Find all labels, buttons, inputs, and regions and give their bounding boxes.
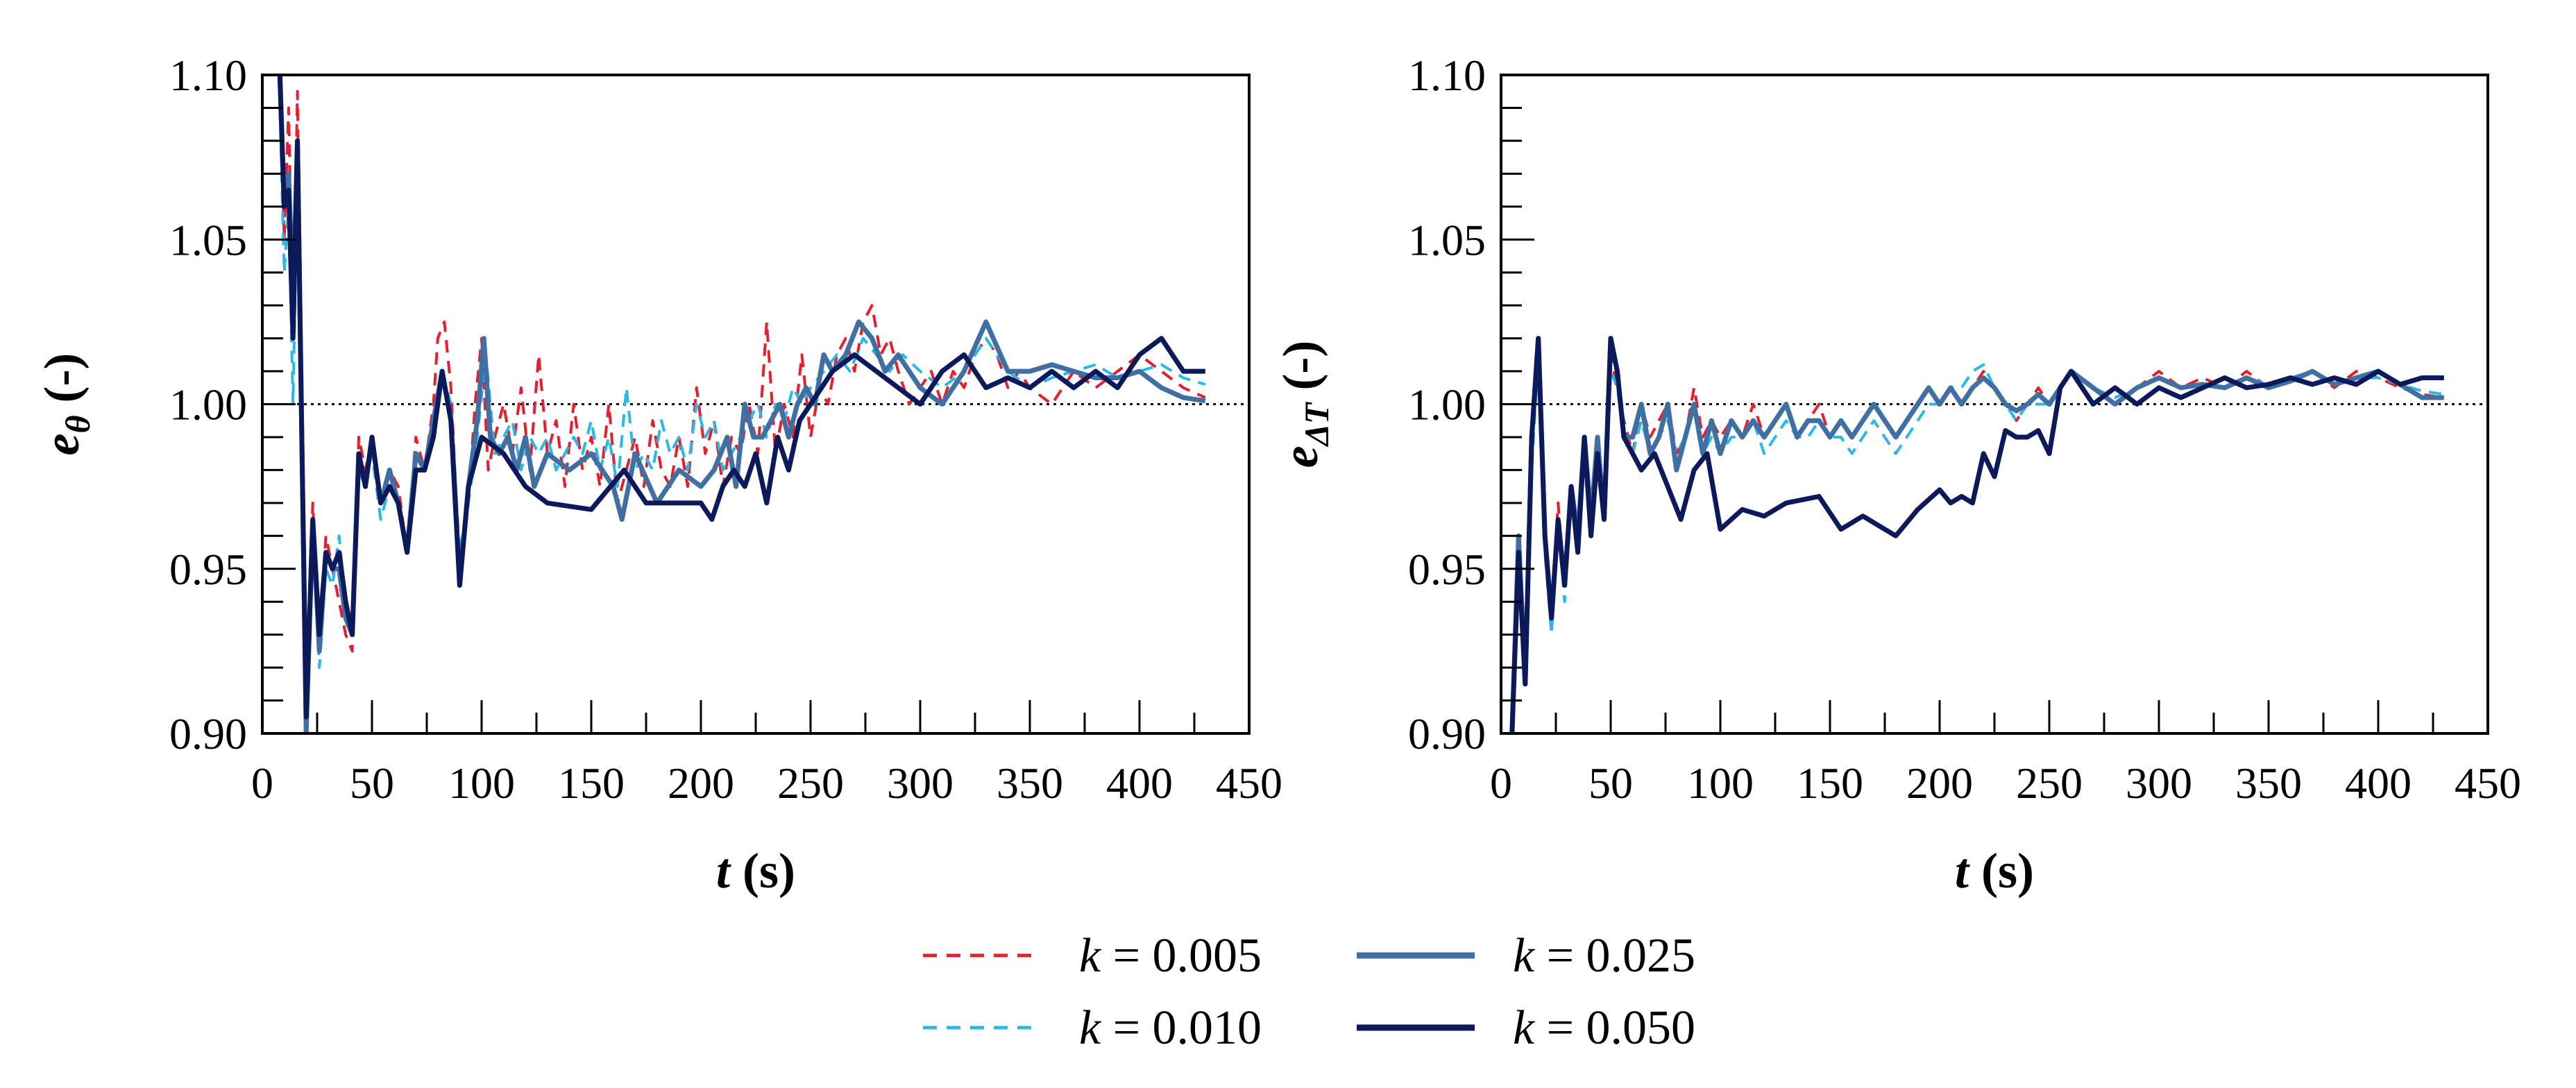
legend: k = 0.005 k = 0.010 k = 0.025 k = 0.050 xyxy=(923,929,1695,1055)
legend-var-k0005: k xyxy=(1079,929,1102,983)
left-xlabel-var: t xyxy=(716,843,731,899)
right-ytick-label-4: 1.10 xyxy=(1408,51,1486,100)
left-ylabel-main: e xyxy=(34,433,90,455)
legend-var-k0010: k xyxy=(1079,1001,1102,1055)
legend-label-k0025: k = 0.025 xyxy=(1513,929,1695,983)
right-ylabel-suffix: (-) xyxy=(1273,341,1328,403)
right-plot: 0.90 0.95 1.00 1.05 1.10 0 50 100 150 200 250 300 35… xyxy=(1273,51,2521,899)
right-ytick-label-3: 1.05 xyxy=(1408,215,1486,264)
left-ylabel-suffix: (-) xyxy=(34,353,90,416)
legend-value-k0050: = 0.050 xyxy=(1534,1001,1695,1055)
right-ytick-label-1: 0.95 xyxy=(1408,545,1486,594)
left-xtick-label-1: 50 xyxy=(350,758,394,808)
right-ytick-label-0: 0.90 xyxy=(1408,709,1486,758)
left-xtick-label-0: 0 xyxy=(251,758,273,808)
right-xtick-label-9: 450 xyxy=(2455,758,2521,808)
right-ylabel: eΔT (-) xyxy=(1273,341,1336,468)
left-xtick-label-6: 300 xyxy=(887,758,954,808)
left-ytick-label-4: 1.10 xyxy=(169,51,247,100)
right-xtick-label-2: 100 xyxy=(1687,758,1754,808)
left-xtick-label-8: 400 xyxy=(1106,758,1173,808)
left-series-k0050 xyxy=(277,75,1205,720)
legend-value-k0025: = 0.025 xyxy=(1534,929,1695,983)
legend-value-k0010: = 0.010 xyxy=(1101,1001,1262,1055)
right-xtick-label-1: 50 xyxy=(1588,758,1633,808)
right-xlabel-var: t xyxy=(1955,843,1970,899)
legend-label-k0005: k = 0.005 xyxy=(1079,929,1262,983)
right-series-k0005 xyxy=(1510,337,2445,733)
right-ylabel-sub: ΔT xyxy=(1297,401,1336,447)
left-xtick-label-3: 150 xyxy=(558,758,625,808)
left-ytick-label-2: 1.00 xyxy=(169,380,247,430)
right-xtick-label-8: 400 xyxy=(2345,758,2412,808)
right-xtick-label-3: 150 xyxy=(1797,758,1863,808)
right-xlabel-unit: (s) xyxy=(1969,843,2034,899)
left-series-k0005 xyxy=(278,75,1206,719)
left-xlabel: t (s) xyxy=(716,843,795,899)
legend-label-k0010: k = 0.010 xyxy=(1079,1001,1262,1055)
right-xtick-label-4: 200 xyxy=(1906,758,1973,808)
legend-label-k0050: k = 0.050 xyxy=(1513,1001,1695,1055)
right-xlabel: t (s) xyxy=(1955,843,2034,899)
left-series-group xyxy=(277,75,1206,733)
right-xtick-label-0: 0 xyxy=(1490,758,1512,808)
right-series-group xyxy=(1509,336,2445,733)
left-ylabel: eθ (-) xyxy=(34,353,97,456)
left-series-k0025 xyxy=(277,75,1206,733)
legend-value-k0005: = 0.005 xyxy=(1101,929,1262,983)
right-xtick-label-7: 350 xyxy=(2235,758,2302,808)
right-series-k0010 xyxy=(1510,353,2445,717)
left-xtick-label-5: 250 xyxy=(777,758,844,808)
legend-var-k0025: k xyxy=(1513,929,1536,983)
left-xtick-label-4: 200 xyxy=(668,758,734,808)
right-xtick-label-6: 300 xyxy=(2126,758,2192,808)
left-xtick-label-2: 100 xyxy=(448,758,515,808)
left-ytick-label-3: 1.05 xyxy=(169,215,247,264)
left-plot: 0.90 0.95 1.00 1.05 1.10 0 50 100 150 200 250 300 35… xyxy=(34,51,1282,899)
right-ylabel-main: e xyxy=(1273,445,1328,468)
left-xlabel-unit: (s) xyxy=(730,843,795,899)
right-series-k0025 xyxy=(1509,336,2444,733)
right-ytick-label-2: 1.00 xyxy=(1408,380,1486,430)
left-xtick-label-9: 450 xyxy=(1216,758,1282,808)
right-xtick-label-5: 250 xyxy=(2016,758,2083,808)
left-ylabel-sub: θ xyxy=(58,415,97,433)
left-ytick-label-0: 0.90 xyxy=(169,709,247,758)
right-series-k0050 xyxy=(1509,336,2444,733)
left-ytick-label-1: 0.95 xyxy=(169,545,247,594)
left-xtick-label-7: 350 xyxy=(997,758,1063,808)
legend-var-k0050: k xyxy=(1513,1001,1536,1055)
